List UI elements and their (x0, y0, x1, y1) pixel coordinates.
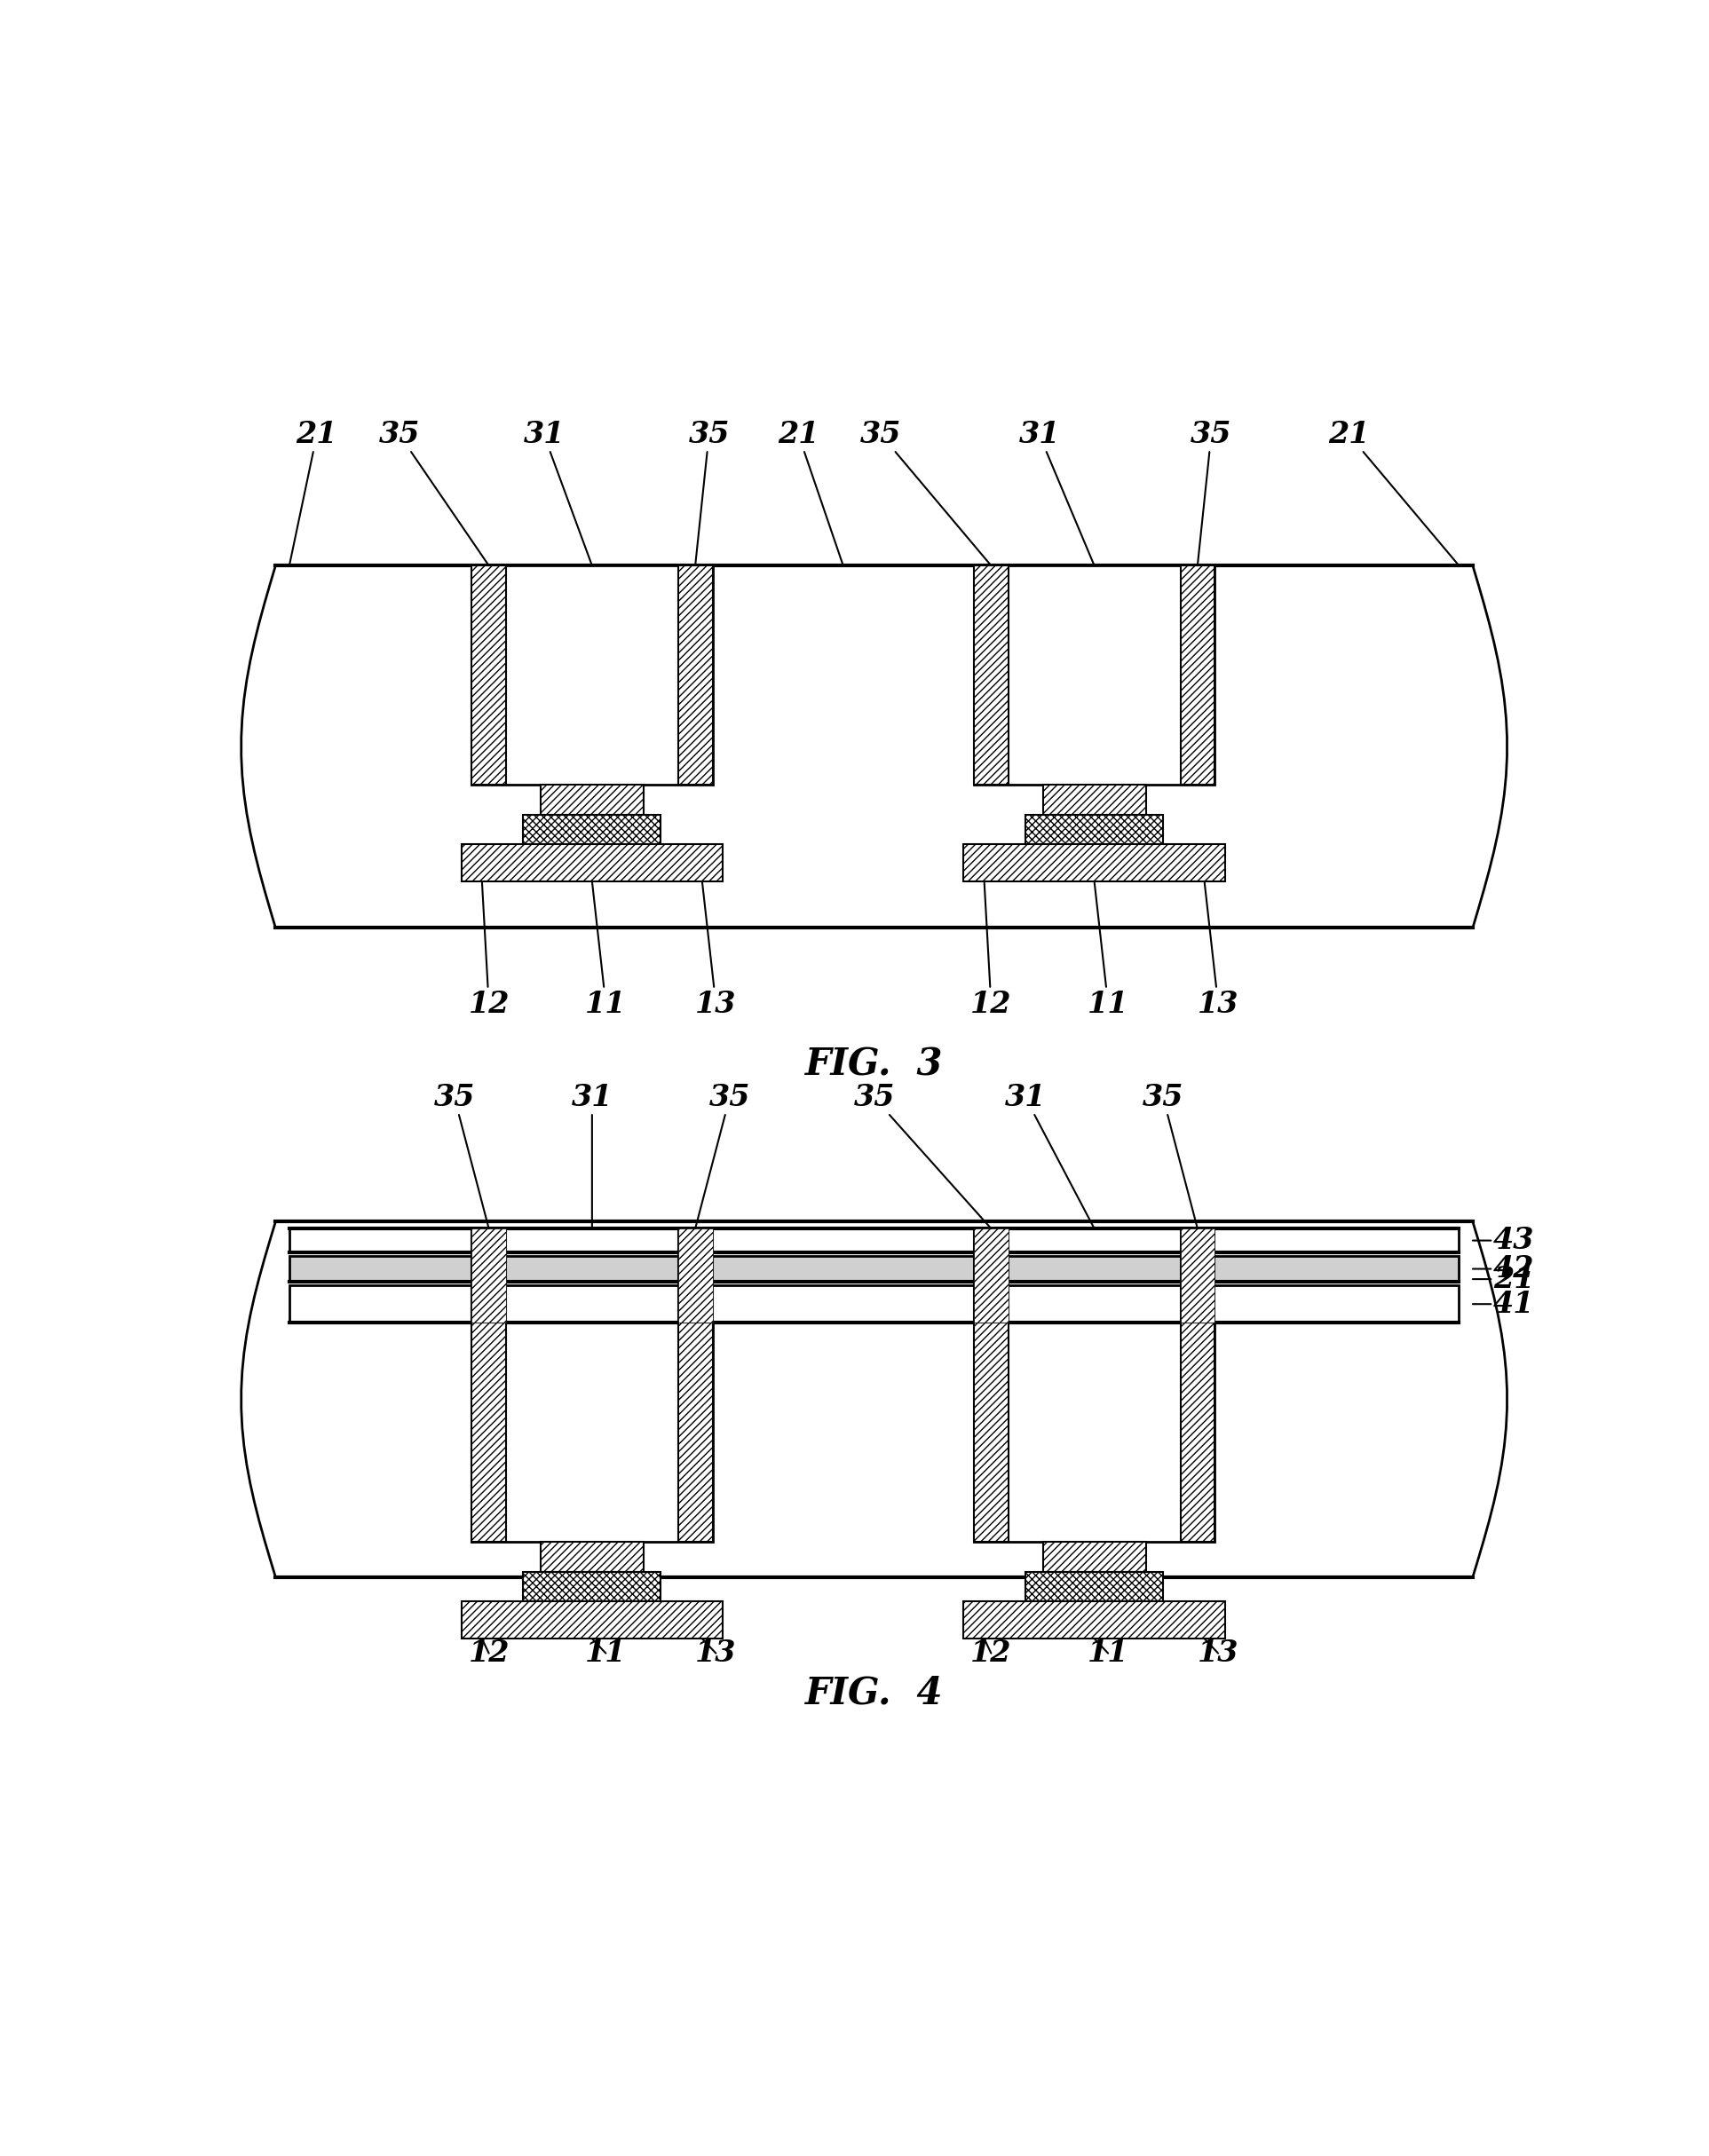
Text: 35: 35 (689, 420, 730, 565)
Bar (289, 1229, 1459, 1253)
Text: 31: 31 (523, 420, 591, 565)
Text: 12: 12 (971, 1639, 1012, 1669)
Bar (974, 1229, 1008, 1324)
Text: 12: 12 (468, 882, 509, 1018)
Text: 42: 42 (1473, 1255, 1535, 1283)
Text: 21: 21 (778, 420, 843, 565)
Text: 13: 13 (696, 1639, 737, 1669)
Bar (964, 843, 1225, 882)
Text: 35: 35 (434, 1082, 489, 1229)
Bar (1042, 785, 1147, 815)
Bar (1181, 565, 1215, 785)
Text: 11: 11 (1087, 882, 1128, 1018)
Bar (472, 1324, 506, 1542)
Text: 31: 31 (1019, 420, 1094, 565)
Text: 31: 31 (571, 1082, 614, 1229)
Bar (1025, 815, 1164, 843)
Text: FIG.  4: FIG. 4 (805, 1675, 943, 1712)
Text: FIG.  3: FIG. 3 (805, 1046, 943, 1082)
Bar (678, 1324, 713, 1542)
Bar (678, 1229, 713, 1324)
Text: 35: 35 (860, 420, 991, 565)
Text: 41: 41 (1473, 1289, 1535, 1319)
Bar (974, 1324, 1008, 1542)
Bar (461, 843, 723, 882)
Text: 12: 12 (971, 882, 1012, 1018)
Bar (1025, 1572, 1164, 1602)
Bar (523, 815, 661, 843)
Text: 35: 35 (1143, 1082, 1198, 1229)
Bar (472, 565, 506, 785)
Text: 13: 13 (696, 882, 737, 1018)
Bar (964, 1602, 1225, 1639)
Text: 35: 35 (1191, 420, 1232, 565)
Text: 11: 11 (1087, 1639, 1128, 1669)
Bar (974, 565, 1215, 785)
Bar (289, 1285, 1459, 1324)
Polygon shape (241, 1222, 1507, 1576)
Bar (472, 565, 713, 785)
Bar (1042, 1542, 1147, 1572)
Polygon shape (241, 565, 1507, 927)
Bar (472, 1229, 506, 1324)
Text: 35: 35 (853, 1082, 991, 1229)
Bar (974, 565, 1008, 785)
Bar (1181, 1324, 1215, 1542)
Text: 31: 31 (1005, 1082, 1094, 1229)
Bar (540, 1542, 644, 1572)
Text: 13: 13 (1198, 1639, 1239, 1669)
Bar (678, 565, 713, 785)
Text: 21: 21 (1328, 420, 1459, 565)
Bar (461, 1602, 723, 1639)
Text: 12: 12 (468, 1639, 509, 1669)
Text: 35: 35 (379, 420, 489, 565)
Text: 13: 13 (1198, 882, 1239, 1018)
Bar (540, 785, 644, 815)
Text: 11: 11 (584, 1639, 627, 1669)
Bar (523, 1572, 661, 1602)
Bar (289, 1257, 1459, 1283)
Text: 43: 43 (1473, 1227, 1535, 1255)
Bar (472, 1324, 713, 1542)
Bar (1181, 1229, 1215, 1324)
Text: 11: 11 (584, 882, 627, 1018)
Text: 21: 21 (289, 420, 337, 565)
Text: 21: 21 (1473, 1263, 1535, 1294)
Text: 35: 35 (696, 1082, 750, 1229)
Bar (974, 1324, 1215, 1542)
